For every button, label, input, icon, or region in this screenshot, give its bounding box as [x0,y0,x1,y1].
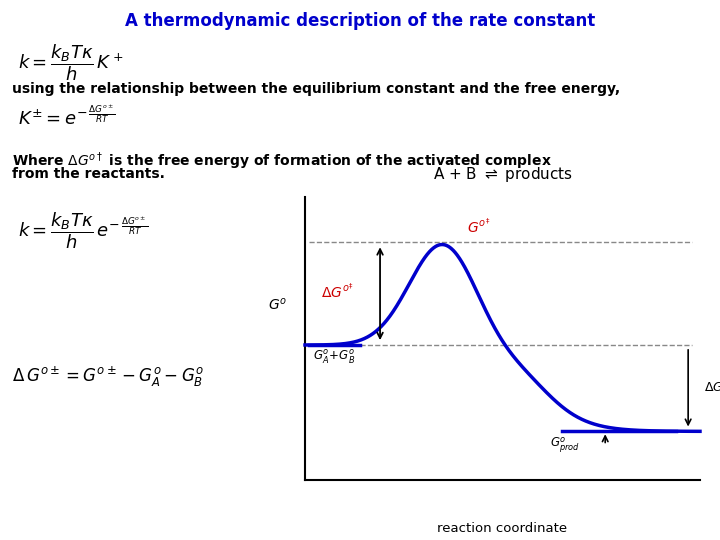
Text: $G^o_{prod}$: $G^o_{prod}$ [550,435,580,455]
Text: $G^o_A\!+\!G^o_B$: $G^o_A\!+\!G^o_B$ [313,349,356,367]
Text: Where $\Delta G^{o\dagger}$ is the free energy of formation of the activated com: Where $\Delta G^{o\dagger}$ is the free … [12,150,552,172]
Text: $k = \dfrac{k_B T\kappa}{h}\, e^{-\,\frac{\Delta G^{o\pm}}{RT}}$: $k = \dfrac{k_B T\kappa}{h}\, e^{-\,\fra… [18,210,148,251]
Text: $K^{\pm} = e^{-\,\frac{\Delta G^{o\pm}}{RT}}$: $K^{\pm} = e^{-\,\frac{\Delta G^{o\pm}}{… [18,105,116,129]
Text: $G^o$: $G^o$ [268,296,287,313]
Text: $\Delta G^o$: $\Delta G^o$ [704,381,720,395]
Text: using the relationship between the equilibrium constant and the free energy,: using the relationship between the equil… [12,82,620,96]
Text: $k = \dfrac{k_B T\kappa}{h}\, K^+$: $k = \dfrac{k_B T\kappa}{h}\, K^+$ [18,42,124,83]
Text: $G^{o^{\ddagger}}$: $G^{o^{\ddagger}}$ [467,218,490,237]
Text: reaction coordinate: reaction coordinate [438,522,567,535]
Text: A thermodynamic description of the rate constant: A thermodynamic description of the rate … [125,12,595,30]
Text: $\Delta G^{o^{\ddagger}}$: $\Delta G^{o^{\ddagger}}$ [321,282,354,301]
Text: A + B $\rightleftharpoons$ products: A + B $\rightleftharpoons$ products [433,165,572,184]
Text: $\Delta\, G^{o\pm} = G^{o\pm} - G^o_A - G^o_B$: $\Delta\, G^{o\pm} = G^{o\pm} - G^o_A - … [12,365,204,389]
Text: from the reactants.: from the reactants. [12,167,165,181]
